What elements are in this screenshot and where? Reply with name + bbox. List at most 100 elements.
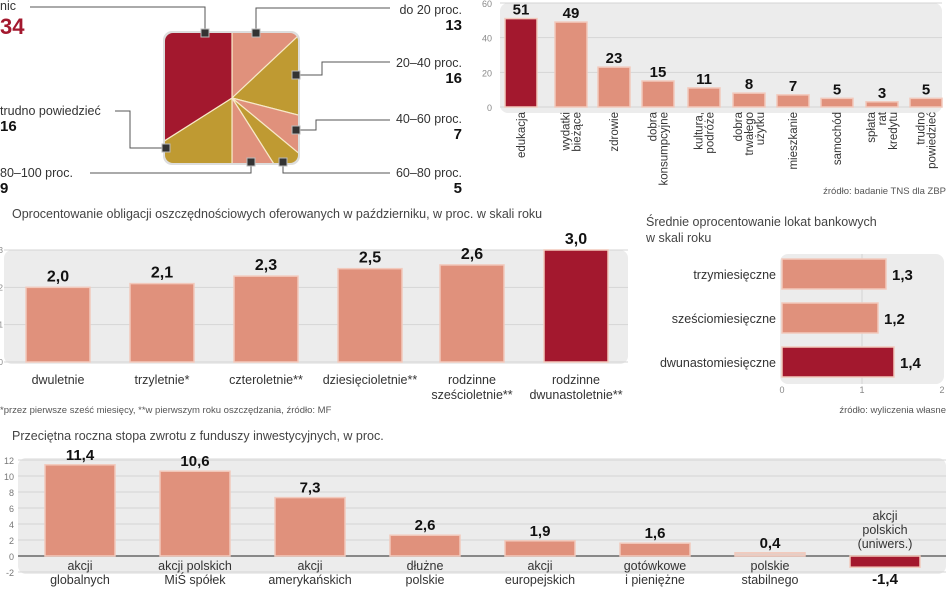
pie-value: 7 <box>454 126 462 143</box>
bar-value-label: 15 <box>650 64 667 81</box>
category-label: akcji <box>297 559 322 573</box>
category-label-line: trudno <box>916 112 928 145</box>
pie-label: nic <box>0 0 16 13</box>
bar <box>776 94 810 108</box>
category-label-line: kultura, <box>694 112 706 150</box>
leader-line <box>30 6 206 33</box>
category-label: trzyletnie* <box>135 373 190 387</box>
category-label-line: konsumpcyjne <box>659 112 671 186</box>
category-label-line: trwałego <box>744 112 756 155</box>
leader-line <box>296 61 390 76</box>
pie-slice <box>231 33 298 100</box>
bar-value-label: 51 <box>513 2 530 19</box>
pie-label: 80–100 proc. <box>0 166 73 180</box>
category-label: rodzinne <box>448 373 496 387</box>
bar-value-label: 7 <box>789 78 797 95</box>
y-tick-label: 0 <box>9 552 14 562</box>
pie-slice <box>231 97 298 163</box>
bar-value-label: 1,2 <box>884 311 905 328</box>
y-tick-label: 6 <box>9 504 14 514</box>
category-label: MiŚ spółek <box>164 572 226 587</box>
y-tick-label: 8 <box>9 488 14 498</box>
pie-value: 34 <box>0 14 25 39</box>
y-tick-label: 3 <box>0 246 4 255</box>
bar-value-label: 0,4 <box>760 535 782 552</box>
bar-value-label: 1,6 <box>645 525 666 542</box>
leader-line <box>282 162 390 174</box>
pie-value: 16 <box>445 70 462 87</box>
category-label: dziesięcioletnie** <box>323 373 418 387</box>
category-label-line: spłata <box>866 111 878 142</box>
pie-slice <box>165 96 233 163</box>
category-label: zdrowie <box>609 112 621 152</box>
leader-line <box>296 119 390 131</box>
source-note: źródło: badanie TNS dla ZBP <box>823 186 946 197</box>
category-label-line: podróże <box>705 112 717 154</box>
y-tick-label: 10 <box>4 472 14 482</box>
bar-value-label: 8 <box>745 76 753 93</box>
bar-value-label: 5 <box>922 81 930 98</box>
bar <box>820 97 854 108</box>
bar <box>687 87 721 108</box>
bar-value-label: 2,6 <box>415 517 436 534</box>
plot-panel <box>18 458 946 574</box>
category-label: (uniwers.) <box>858 537 913 551</box>
bar <box>543 249 609 363</box>
category-label: globalnych <box>50 573 110 587</box>
bar <box>909 97 943 108</box>
category-label-line: samochód <box>832 112 844 165</box>
bar <box>732 92 766 108</box>
bar <box>619 542 691 557</box>
leader-marker <box>291 125 301 135</box>
bar-value-label: -1,4 <box>872 571 899 588</box>
category-label: akcji <box>872 509 897 523</box>
chart-title: Średnie oprocentowanie lokat bankowych <box>646 214 877 229</box>
category-label: trudnopowiedzieć <box>916 112 939 169</box>
bar <box>504 540 576 557</box>
category-label-line: edukacja <box>516 111 528 158</box>
bar-value-label: 2,0 <box>47 268 69 285</box>
category-label: rodzinne <box>552 373 600 387</box>
category-label: dłużne <box>407 559 444 573</box>
bar <box>554 21 588 108</box>
bar-value-label: 2,6 <box>461 246 483 263</box>
x-tick-label: 0 <box>779 385 784 395</box>
category-label: dobratrwałegoużytku <box>733 111 767 155</box>
leader-marker <box>291 70 301 80</box>
pie-label: do 20 proc. <box>399 3 462 17</box>
category-label: sześcioletnie** <box>431 388 512 402</box>
y-tick-label: 60 <box>482 0 492 9</box>
pie-value: 13 <box>445 17 462 34</box>
bar-value-label: 11,4 <box>66 447 95 464</box>
pie-label: 20–40 proc. <box>396 56 462 70</box>
bar-value-label: 49 <box>563 5 580 22</box>
y-tick-label: 2 <box>0 283 4 292</box>
category-label: mieszkanie <box>788 112 800 170</box>
category-label: gotówkowe <box>624 559 687 573</box>
bar-value-label: 3 <box>878 85 886 102</box>
bar <box>337 267 403 363</box>
bar <box>44 464 116 557</box>
category-label-line: wydatki <box>561 112 573 151</box>
bar <box>129 282 195 363</box>
chart-title: Oprocentowanie obligacji oszczędnościowy… <box>12 207 542 221</box>
bar <box>734 552 806 557</box>
category-label: europejskich <box>505 573 575 587</box>
bar <box>233 275 299 363</box>
y-tick-label: 4 <box>9 520 14 530</box>
pie-label: 40–60 proc. <box>396 112 462 126</box>
leader-marker <box>246 157 256 167</box>
bar-value-label: 7,3 <box>300 480 321 497</box>
category-label-line: bieżące <box>572 112 584 152</box>
category-label: kultura,podróże <box>694 112 717 154</box>
bar-value-label: 11 <box>696 71 712 88</box>
bar <box>274 496 346 557</box>
bar-value-label: 3,0 <box>565 231 587 248</box>
category-label: stabilnego <box>742 573 799 587</box>
leader-marker <box>278 157 288 167</box>
bar-value-label: 2,3 <box>255 257 277 274</box>
bar <box>781 258 887 290</box>
category-label-line: użytku <box>755 112 767 145</box>
chart-title: Przeciętna roczna stopa zwrotu z fundusz… <box>12 429 384 443</box>
